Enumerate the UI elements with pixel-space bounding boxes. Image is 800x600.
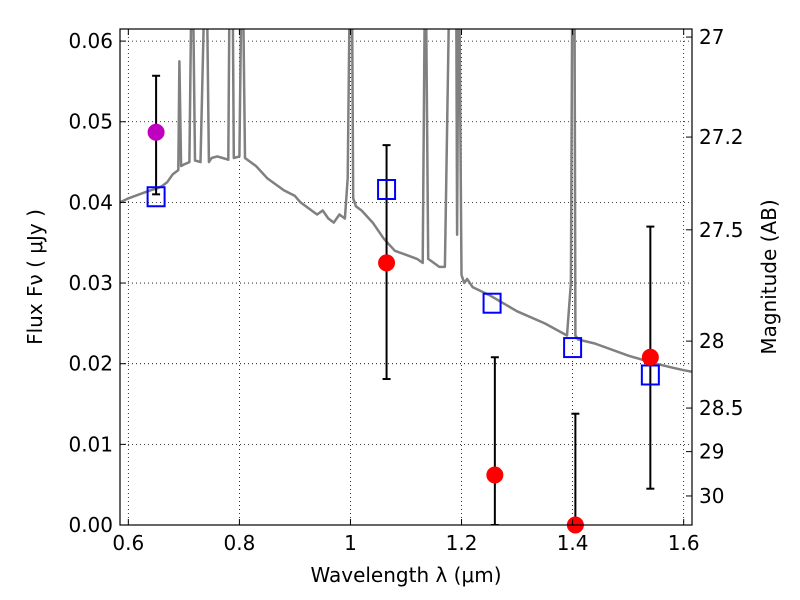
x-tick-label: 1 [344,531,357,555]
right-tick-label: 27 [699,25,724,49]
y-tick-label: 0.03 [68,271,113,295]
observed-data-point [378,254,396,272]
right-tick-label: 30 [699,484,724,508]
x-tick-label: 1.4 [557,531,589,555]
plot-frame [119,28,693,526]
right-axis-ticks: 27 27.2 27.5 28 28.5 29 30 [686,25,744,508]
x-axis-label: Wavelength λ (μm) [310,563,501,587]
y-tick-label: 0.00 [68,513,113,537]
model-spectrum-line [120,29,692,374]
x-axis-ticks: 0.6 0.8 1 1.2 1.4 1.6 [112,29,700,555]
model-photometry-square [377,178,397,200]
x-tick-label: 1.6 [668,531,700,555]
right-axis-label: Magnitude (AB) [757,199,781,354]
y-tick-label: 0.02 [68,352,113,376]
model-photometry-square [563,337,583,359]
model-photometry-square [482,292,502,314]
right-tick-label: 28.5 [699,396,744,420]
y-axis-label: Flux Fν ( μJy ) [23,209,47,345]
x-tick-label: 0.8 [223,531,255,555]
y-tick-label: 0.06 [68,29,113,53]
y-tick-label: 0.04 [68,190,113,214]
y-tick-label: 0.01 [68,432,113,456]
observed-data-point [641,348,659,366]
right-tick-label: 27.5 [699,218,744,242]
optical-data-point [147,123,165,141]
right-tick-label: 29 [699,440,724,464]
x-tick-label: 1.2 [446,531,478,555]
model-photometry-square [146,186,166,208]
grid [120,29,692,526]
y-tick-label: 0.05 [68,110,113,134]
marker-layer [146,123,660,534]
right-tick-label: 28 [699,329,724,353]
right-tick-label: 27.2 [699,125,744,149]
observed-data-point [486,466,504,484]
model-spectrum-layer [120,29,692,374]
x-tick-label: 0.6 [112,531,144,555]
y-axis-ticks: 0.00 0.01 0.02 0.03 0.04 0.05 0.06 [68,29,126,537]
